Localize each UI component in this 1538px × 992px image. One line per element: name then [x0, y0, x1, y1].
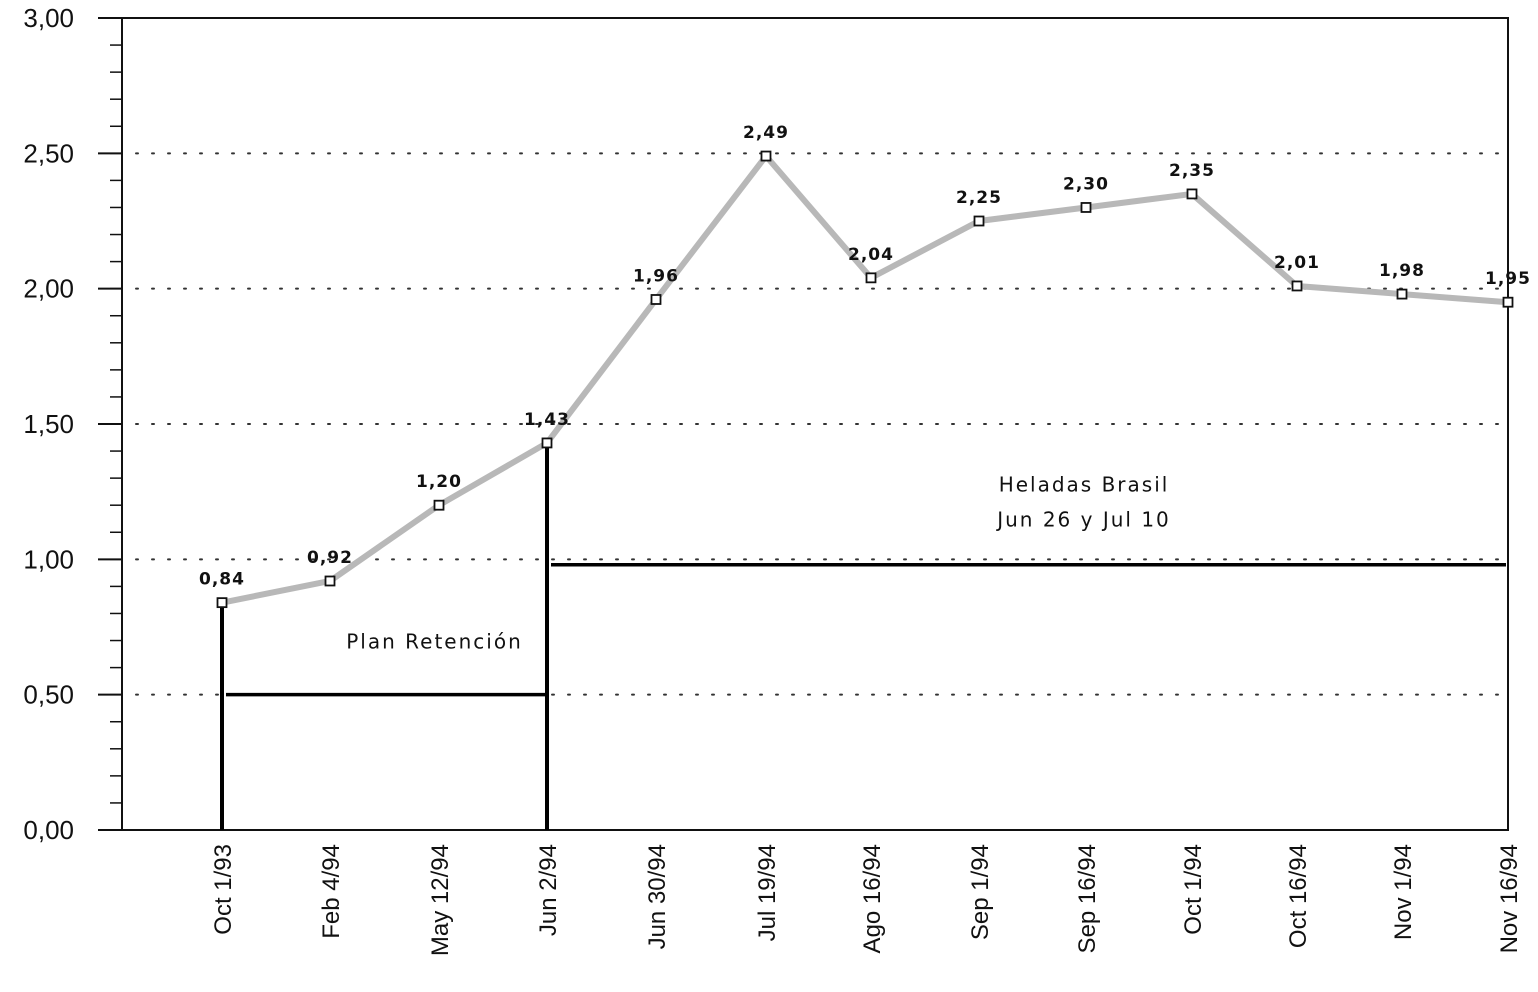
x-tick-label: Ago 16/94	[859, 844, 886, 953]
y-tick-label: 2,00	[23, 274, 74, 304]
x-tick-label: Jul 19/94	[754, 844, 781, 941]
data-point	[760, 150, 772, 162]
x-tick-label: Nov 1/94	[1390, 844, 1417, 940]
data-point	[1502, 296, 1514, 308]
labels: Oct 1/93 Feb 4/94 May 12/94 Jun 2/94 Jun 30/…	[199, 123, 1531, 956]
x-tick-label: Nov 16/94	[1496, 844, 1523, 953]
data-label: 2,25	[956, 188, 1002, 208]
data-point	[1396, 288, 1408, 300]
data-label: 2,04	[848, 245, 894, 265]
y-tick-label: 3,00	[23, 3, 74, 33]
data-point	[1291, 280, 1303, 292]
data-point	[1186, 188, 1198, 200]
x-tick-label: May 12/94	[427, 844, 454, 956]
data-label: 2,01	[1274, 253, 1320, 273]
x-tick-label: Oct 16/94	[1285, 844, 1312, 948]
data-point	[433, 499, 445, 511]
data-label: 2,30	[1063, 174, 1109, 194]
data-label: 1,95	[1485, 269, 1531, 289]
data-point	[216, 597, 228, 609]
y-tick-label: 0,00	[23, 815, 74, 845]
data-label: 1,96	[633, 266, 679, 286]
x-tick-label: Jun 2/94	[535, 844, 562, 936]
y-tick-label: 1,50	[23, 409, 74, 439]
y-tick-label: 1,00	[23, 544, 74, 574]
annotation-text: Plan Retención	[346, 630, 523, 654]
y-tick-label: 2,50	[23, 138, 74, 168]
axes: 0,00 0,50 1,00 1,50 2,00 2,50 3,00	[23, 3, 1509, 845]
y-tick-label: 0,50	[23, 680, 74, 710]
data-point	[973, 215, 985, 227]
data-label: 1,20	[416, 472, 462, 492]
data-label: 0,92	[307, 548, 353, 568]
data-point	[865, 272, 877, 284]
data-label: 2,35	[1169, 161, 1215, 181]
data-point	[541, 437, 553, 449]
data-label: 2,49	[743, 123, 789, 143]
x-tick-label: Oct 1/93	[210, 844, 237, 935]
annotations	[220, 442, 1506, 830]
x-tick-label: Jun 30/94	[644, 844, 671, 949]
x-tick-label: Feb 4/94	[318, 844, 345, 939]
series	[216, 150, 1514, 609]
data-label: 1,43	[524, 410, 570, 430]
x-tick-label: Oct 1/94	[1180, 844, 1207, 935]
x-tick-label: Sep 16/94	[1074, 844, 1101, 953]
x-tick-label: Sep 1/94	[967, 844, 994, 940]
data-point	[1080, 202, 1092, 213]
data-point	[650, 294, 662, 305]
data-label: 1,98	[1379, 261, 1425, 281]
annotation-text-line: Jun 26 y Jul 10	[995, 508, 1171, 532]
grid	[135, 152, 1509, 696]
annotation-text-line: Heladas Brasil	[999, 473, 1170, 497]
series-line	[219, 153, 1511, 606]
data-point	[324, 575, 336, 587]
data-label: 0,84	[199, 570, 245, 590]
